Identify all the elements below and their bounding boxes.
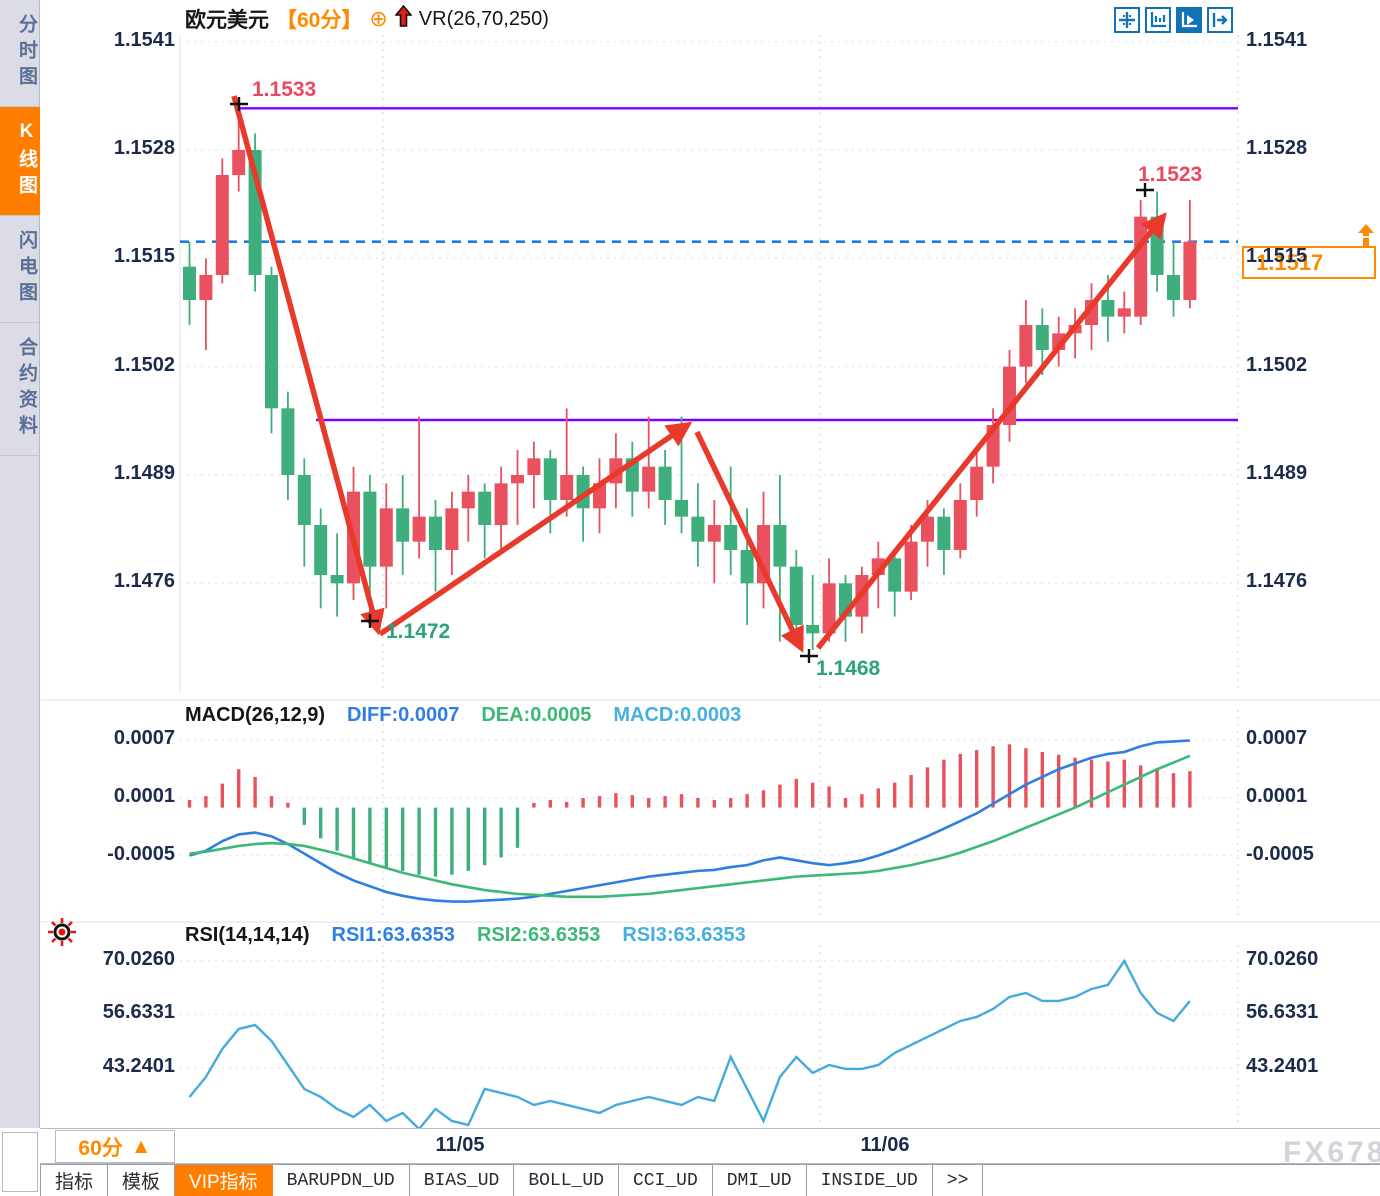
price-up-marker-icon (1354, 224, 1378, 251)
sidebar-tab-2[interactable]: 闪电图 (0, 216, 40, 323)
price-axis-label-left: 1.1515 (113, 245, 175, 268)
period-selector-arrow-icon: ▲ (130, 1134, 152, 1158)
price-axis-label-right: 1.1515 (1246, 245, 1308, 268)
rsi3-value: RSI3:63.6353 (622, 924, 746, 946)
period-selector[interactable]: 60分 ▲ (55, 1130, 175, 1163)
macd-axis-label-right: 0.0001 (1246, 785, 1308, 807)
macd-diff-value: DIFF:0.0007 (347, 704, 460, 726)
rsi-name[interactable]: RSI(14,14,14) (185, 924, 310, 946)
sidebar-bottom-cell (2, 1132, 38, 1192)
rsi-axis-label-right: 70.0260 (1246, 947, 1319, 970)
price-annotation: 1.1468 (816, 657, 881, 680)
indicator-tab-BOLL_UD[interactable]: BOLL_UD (514, 1165, 619, 1196)
rsi-axis-label-left: 56.6331 (102, 1001, 175, 1024)
axis-scale-icon[interactable] (1145, 7, 1171, 33)
indicator-tab-BARUPDN_UD[interactable]: BARUPDN_UD (272, 1165, 410, 1196)
auto-scroll-icon[interactable] (1176, 7, 1202, 33)
macd-axis-label-left: 0.0007 (113, 727, 175, 750)
watermark: FX678 (1283, 1136, 1380, 1169)
vr-indicator-label[interactable]: VR(26,70,250) (418, 7, 549, 30)
price-axis-label-right: 1.1502 (1246, 353, 1308, 376)
macd-header: MACD(26,12,9) DIFF:0.0007 DEA:0.0005 MAC… (185, 704, 741, 727)
rsi-axis-label-left: 43.2401 (102, 1055, 175, 1077)
page-forward-icon[interactable] (1207, 7, 1233, 33)
chart-toolbar (1114, 7, 1233, 33)
sidebar-tab-0[interactable]: 分时图 (0, 0, 40, 107)
macd-axis-label-left: -0.0005 (107, 842, 175, 865)
indicator-tab-指标[interactable]: 指标 (40, 1165, 109, 1196)
alarm-sun-icon[interactable] (46, 916, 78, 953)
crosshair-move-icon[interactable] (1114, 7, 1140, 33)
last-price-box: 1.1517 (1242, 246, 1376, 279)
indicator-tab-DMI_UD[interactable]: DMI_UD (712, 1165, 807, 1196)
macd-axis-label-right: 0.0007 (1246, 727, 1308, 750)
circle-plus-icon[interactable]: ⊕ (369, 6, 388, 31)
indicator-tab-模板[interactable]: 模板 (108, 1165, 176, 1196)
sidebar: 分时图 K线图 闪电图 合约资料 (0, 0, 40, 1128)
price-axis-label-left: 1.1489 (113, 462, 175, 484)
rsi2-value: RSI2:63.6353 (476, 924, 601, 946)
period-badge[interactable]: 【60分】 (276, 9, 363, 32)
sidebar-tab-1[interactable]: K线图 (0, 107, 40, 216)
price-axis-label-left: 1.1541 (113, 28, 175, 51)
date-label: 11/06 (860, 1134, 910, 1156)
sidebar-tab-3[interactable]: 合约资料 (0, 323, 40, 456)
indicator-tabbar: 指标 模板 VIP指标 BARUPDN_UD BIAS_UD BOLL_UD CCI_UD D… (40, 1164, 1380, 1196)
price-annotation: 1.1533 (252, 78, 317, 101)
price-axis-label-left: 1.1502 (113, 353, 175, 376)
price-axis-label-right: 1.1476 (1246, 570, 1308, 593)
price-annotation: 1.1523 (1138, 163, 1203, 186)
rsi-axis-label-right: 43.2401 (1246, 1055, 1319, 1077)
indicator-tab-INSIDE_UD[interactable]: INSIDE_UD (806, 1165, 933, 1196)
price-axis-label-right: 1.1528 (1246, 137, 1308, 159)
indicator-tab-BIAS_UD[interactable]: BIAS_UD (409, 1165, 515, 1196)
macd-dea-value: DEA:0.0005 (481, 704, 592, 726)
macd-axis-label-left: 0.0001 (113, 785, 175, 807)
price-axis-label-left: 1.1528 (113, 137, 175, 159)
period-selector-label: 60分 (78, 1136, 123, 1160)
indicator-tab->>[interactable]: >> (932, 1165, 984, 1196)
rsi-header: RSI(14,14,14) RSI1:63.6353 RSI2:63.6353 … (185, 924, 746, 947)
indicator-tab-VIP指标[interactable]: VIP指标 (175, 1165, 273, 1196)
symbol-title: 欧元美元 (185, 9, 269, 32)
price-axis-label-right: 1.1541 (1246, 28, 1308, 51)
last-price-value: 1.1517 (1256, 249, 1324, 275)
rsi1-value: RSI1:63.6353 (331, 924, 455, 946)
rsi-axis-label-right: 56.6331 (1246, 1001, 1319, 1024)
price-axis-label-left: 1.1476 (113, 570, 175, 593)
price-annotation: 1.1472 (386, 620, 451, 643)
chart-header: 欧元美元 【60分】 ⊕ VR(26,70,250) (185, 4, 549, 33)
price-axis-label-right: 1.1489 (1246, 462, 1308, 484)
indicator-tab-CCI_UD[interactable]: CCI_UD (618, 1165, 713, 1196)
date-label: 11/05 (435, 1134, 485, 1156)
macd-name[interactable]: MACD(26,12,9) (185, 704, 326, 726)
macd-axis-label-right: -0.0005 (1246, 842, 1314, 865)
rsi-axis-label-left: 70.0260 (102, 947, 175, 970)
up-arrow-icon (394, 4, 413, 33)
macd-macd-value: MACD:0.0003 (613, 704, 742, 726)
time-axis-row: 60分 ▲ 11/05 11/06 (40, 1128, 1380, 1164)
